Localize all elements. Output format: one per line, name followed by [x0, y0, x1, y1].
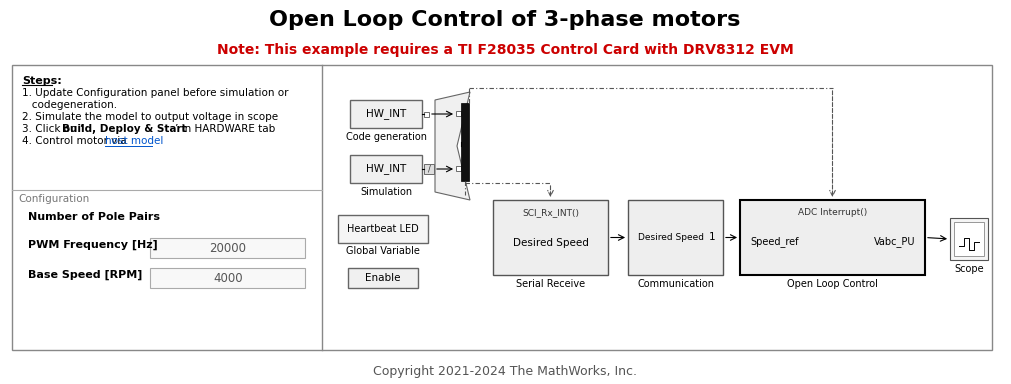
Text: 2. Simulate the model to output voltage in scope: 2. Simulate the model to output voltage …	[22, 112, 278, 122]
Text: Build, Deploy & Start: Build, Deploy & Start	[62, 124, 187, 134]
Text: Simulation: Simulation	[360, 187, 412, 197]
Text: 1: 1	[709, 232, 715, 243]
Bar	[424, 111, 429, 116]
Text: /: /	[428, 164, 431, 174]
Text: HW_INT: HW_INT	[366, 109, 406, 119]
Text: Vabc_PU: Vabc_PU	[874, 236, 915, 247]
Text: Copyright 2021-2024 The MathWorks, Inc.: Copyright 2021-2024 The MathWorks, Inc.	[373, 366, 637, 379]
Polygon shape	[435, 92, 470, 200]
Text: Communication: Communication	[637, 279, 714, 289]
Text: codegeneration.: codegeneration.	[22, 100, 117, 110]
Bar	[338, 215, 428, 243]
Text: Note: This example requires a TI F28035 Control Card with DRV8312 EVM: Note: This example requires a TI F28035 …	[216, 43, 794, 57]
Bar	[350, 155, 422, 183]
Text: Configuration: Configuration	[18, 194, 89, 204]
Text: Enable: Enable	[365, 273, 400, 283]
Bar	[954, 222, 984, 256]
Bar	[456, 111, 461, 116]
Text: host model: host model	[105, 136, 164, 146]
Text: ’ in HARDWARE tab: ’ in HARDWARE tab	[175, 124, 275, 134]
Text: Steps:: Steps:	[22, 76, 62, 86]
Bar	[493, 200, 608, 275]
Text: PWM Frequency [Hz]: PWM Frequency [Hz]	[28, 240, 158, 250]
Text: Open Loop Control: Open Loop Control	[787, 279, 878, 289]
Text: ADC Interrupt(): ADC Interrupt()	[798, 208, 867, 217]
Bar	[740, 200, 925, 275]
Bar	[348, 268, 418, 288]
Text: Heartbeat LED: Heartbeat LED	[347, 224, 419, 234]
Text: Serial Receive: Serial Receive	[516, 279, 585, 289]
Bar	[456, 166, 461, 171]
Bar	[150, 268, 305, 288]
Bar	[424, 164, 434, 174]
Text: Number of Pole Pairs: Number of Pole Pairs	[28, 212, 160, 222]
Text: Open Loop Control of 3-phase motors: Open Loop Control of 3-phase motors	[269, 10, 741, 30]
Text: Speed_ref: Speed_ref	[750, 236, 799, 247]
Bar	[150, 238, 305, 258]
Text: 1. Update Configuration panel before simulation or: 1. Update Configuration panel before sim…	[22, 88, 288, 98]
Bar	[628, 200, 723, 275]
Bar	[461, 103, 469, 181]
Text: Global Variable: Global Variable	[346, 246, 420, 256]
Text: 3. Click on ‘: 3. Click on ‘	[22, 124, 83, 134]
Text: SCI_Rx_INT(): SCI_Rx_INT()	[522, 208, 579, 217]
Text: HW_INT: HW_INT	[366, 164, 406, 174]
Bar	[950, 218, 988, 260]
Text: Scope: Scope	[954, 264, 984, 274]
Text: Base Speed [RPM]: Base Speed [RPM]	[28, 270, 143, 280]
Text: Desired Speed: Desired Speed	[638, 233, 704, 242]
Bar	[350, 100, 422, 128]
Bar	[12, 65, 992, 350]
Text: 20000: 20000	[209, 242, 247, 255]
Text: 4. Control motor via: 4. Control motor via	[22, 136, 129, 146]
Text: Code generation: Code generation	[346, 132, 427, 142]
Text: 4000: 4000	[213, 271, 243, 285]
Text: Desired Speed: Desired Speed	[513, 238, 588, 248]
